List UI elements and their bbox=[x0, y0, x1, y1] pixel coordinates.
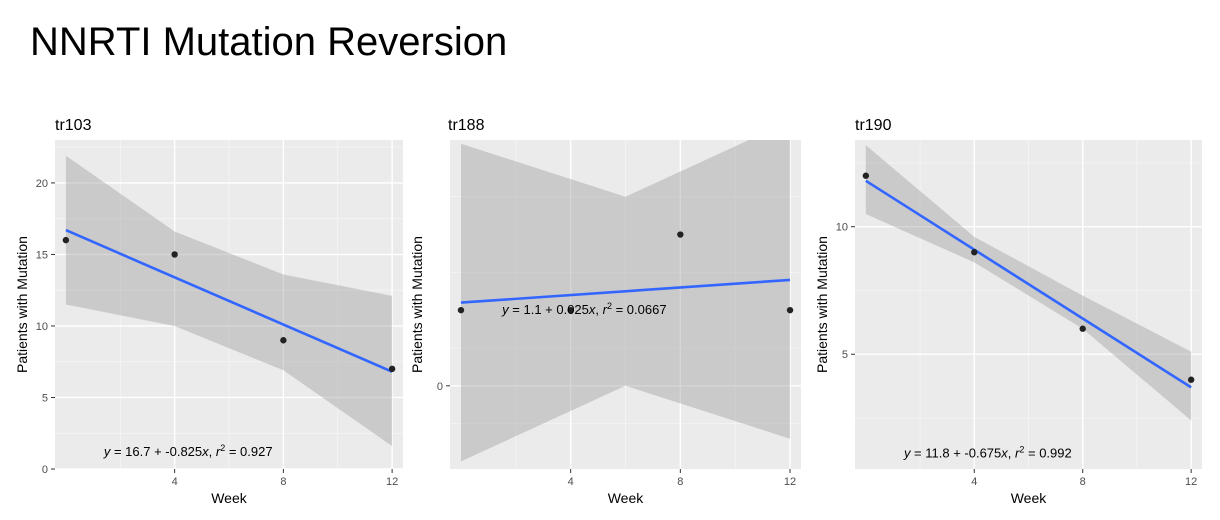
x-tick-label: 4 bbox=[971, 476, 977, 488]
x-tick-label: 12 bbox=[784, 476, 796, 488]
equation-part: 2 bbox=[220, 443, 225, 453]
figure-title: NNRTI Mutation Reversion bbox=[30, 20, 508, 64]
x-axis-label: Week bbox=[1011, 490, 1048, 506]
y-tick-label: 0 bbox=[437, 381, 443, 393]
y-axis-label: Patients with Mutation bbox=[814, 236, 830, 373]
equation-part: = 0.927 bbox=[225, 444, 272, 459]
x-axis-label: Week bbox=[608, 490, 645, 506]
equation-part: = 0.0667 bbox=[612, 302, 667, 317]
y-axis-label: Patients with Mutation bbox=[409, 236, 425, 373]
y-tick-label: 20 bbox=[36, 178, 48, 190]
equation-part: = 11.8 + -0.675 bbox=[910, 446, 1001, 461]
y-tick-label: 15 bbox=[36, 249, 48, 261]
equation-part: y bbox=[103, 444, 112, 459]
equation-part: 2 bbox=[607, 301, 612, 311]
regression-equation: y = 11.8 + -0.675x, r2 = 0.992 bbox=[903, 445, 1072, 461]
equation-part: = 1.1 + 0.025 bbox=[509, 302, 589, 317]
y-axis-label: Patients with Mutation bbox=[14, 236, 30, 373]
regression-equation: y = 1.1 + 0.025x, r2 = 0.0667 bbox=[501, 301, 666, 317]
regression-line bbox=[865, 179, 1192, 389]
equation-part: y bbox=[501, 302, 510, 317]
data-point bbox=[1079, 325, 1086, 332]
y-tick-label: 10 bbox=[836, 222, 848, 234]
data-point bbox=[171, 251, 178, 258]
equation-part: r bbox=[603, 302, 608, 317]
data-point bbox=[567, 306, 574, 314]
equation-part: r bbox=[216, 444, 221, 459]
data-point bbox=[971, 249, 978, 256]
x-tick-label: 12 bbox=[1185, 476, 1197, 488]
panel-title: tr190 bbox=[855, 117, 892, 134]
regression-line bbox=[460, 278, 791, 304]
panel-title: tr188 bbox=[448, 117, 485, 134]
chart-panel-tr190: y = 11.8 + -0.675x, r2 = 0.992 4 8 12 5 10 tr1… bbox=[814, 117, 1202, 506]
data-point bbox=[677, 231, 684, 238]
x-tick-label: 8 bbox=[1080, 476, 1086, 488]
equation-part: , bbox=[595, 302, 602, 317]
regression-equation: y = 16.7 + -0.825x, r2 = 0.927 bbox=[103, 443, 273, 459]
equation-part: 2 bbox=[1019, 445, 1024, 455]
equation-part: = 16.7 + -0.825 bbox=[110, 444, 202, 459]
equation-part: = 0.992 bbox=[1024, 446, 1071, 461]
x-tick-label: 12 bbox=[386, 476, 398, 488]
regression-line bbox=[65, 228, 393, 373]
x-tick-label: 8 bbox=[677, 476, 683, 488]
confidence-band bbox=[461, 140, 790, 462]
chart-panel-tr188: y = 1.1 + 0.025x, r2 = 0.0667 4 8 12 0 tr188 W… bbox=[409, 117, 801, 506]
data-point bbox=[786, 306, 794, 314]
chart-panel-tr103: y = 16.7 + -0.825x, r2 = 0.927 4 8 12 0 5 10 15… bbox=[14, 117, 403, 506]
data-point bbox=[862, 172, 870, 179]
equation-part: y bbox=[903, 446, 912, 461]
data-point bbox=[457, 306, 465, 314]
y-tick-label: 10 bbox=[36, 321, 48, 333]
x-tick-label: 4 bbox=[568, 476, 574, 488]
data-point bbox=[388, 365, 396, 373]
equation-part: x bbox=[588, 302, 596, 317]
data-point bbox=[1187, 376, 1195, 383]
x-tick-label: 4 bbox=[172, 476, 178, 488]
panel-title: tr103 bbox=[55, 117, 92, 134]
data-point bbox=[280, 337, 287, 344]
equation-part: x bbox=[201, 444, 209, 459]
x-tick-label: 8 bbox=[280, 476, 286, 488]
equation-part: , bbox=[209, 444, 216, 459]
equation-part: , bbox=[1008, 446, 1015, 461]
data-point bbox=[62, 236, 70, 244]
y-tick-label: 0 bbox=[42, 464, 48, 476]
equation-part: r bbox=[1015, 446, 1020, 461]
y-tick-label: 5 bbox=[42, 392, 48, 404]
x-axis-label: Week bbox=[211, 490, 248, 506]
equation-part: x bbox=[1000, 446, 1008, 461]
y-tick-label: 5 bbox=[842, 349, 848, 361]
